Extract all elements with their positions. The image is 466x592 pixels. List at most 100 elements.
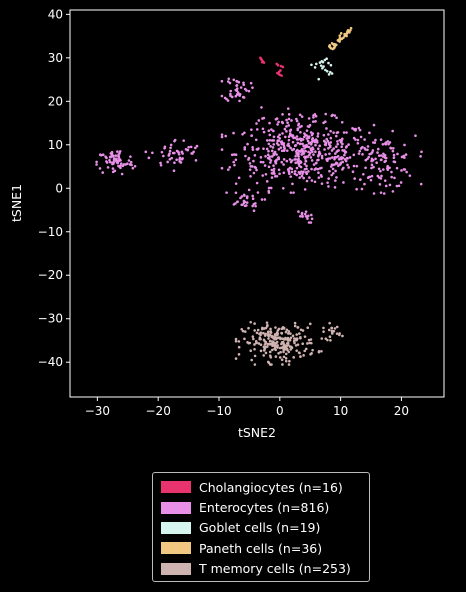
data-point (273, 172, 276, 175)
data-point (237, 176, 241, 180)
data-point (228, 81, 232, 85)
data-point (268, 339, 272, 343)
data-point (250, 358, 253, 362)
data-point (291, 148, 294, 152)
data-point (335, 176, 338, 179)
data-point (192, 150, 195, 154)
data-point (308, 176, 311, 179)
data-point (232, 131, 235, 135)
data-point (272, 344, 275, 347)
data-point (180, 157, 184, 161)
data-point (281, 65, 285, 69)
data-point (325, 137, 329, 141)
data-point (391, 149, 395, 153)
data-point (295, 166, 299, 170)
data-point (262, 147, 265, 150)
data-point (383, 179, 387, 182)
data-point (335, 131, 339, 135)
data-point (95, 160, 98, 164)
data-point (336, 140, 339, 143)
data-point (109, 155, 112, 159)
data-point (322, 326, 325, 330)
data-point (226, 99, 230, 102)
data-point (379, 154, 383, 157)
data-point (262, 130, 266, 134)
data-point (310, 63, 313, 67)
data-point (251, 165, 254, 168)
data-point (294, 154, 297, 158)
data-point (377, 167, 381, 171)
data-point (253, 154, 257, 157)
data-point (120, 172, 124, 176)
data-point (361, 153, 364, 156)
data-point (254, 138, 258, 142)
legend-label: Paneth cells (n=36) (199, 540, 323, 556)
legend-item-paneth-cells: Paneth cells (n=36) (161, 538, 361, 558)
data-point (326, 338, 329, 342)
data-point (332, 147, 335, 150)
data-point (316, 135, 320, 138)
data-point (392, 153, 396, 157)
data-point (323, 140, 326, 143)
data-point (95, 163, 98, 166)
data-point (253, 165, 257, 169)
data-point (117, 155, 121, 159)
data-point (270, 155, 274, 158)
data-point (324, 68, 327, 72)
data-point (242, 81, 245, 85)
data-point (275, 340, 279, 344)
data-point (250, 128, 253, 131)
legend: Cholangiocytes (n=16) Enterocytes (n=816… (152, 472, 370, 582)
data-point (296, 128, 300, 132)
data-point (330, 326, 333, 330)
data-point (403, 143, 406, 147)
data-point (175, 158, 178, 162)
data-point (115, 160, 119, 164)
data-point (310, 352, 313, 355)
data-point (266, 360, 270, 364)
data-point (127, 159, 131, 162)
data-point (263, 347, 266, 351)
data-point (304, 155, 307, 159)
data-point (309, 338, 313, 341)
data-point (282, 326, 286, 330)
data-point (392, 147, 395, 150)
data-point (314, 138, 318, 141)
data-point (229, 89, 233, 93)
data-point (317, 158, 320, 162)
data-point (194, 159, 198, 162)
data-point (171, 151, 175, 155)
data-point (337, 164, 340, 168)
data-point (353, 177, 356, 180)
data-point (377, 154, 381, 157)
y-tick-label: 10 (48, 138, 63, 152)
data-point (249, 81, 253, 85)
data-point (265, 180, 269, 183)
data-point (272, 170, 276, 173)
data-point (390, 170, 393, 174)
data-point (244, 154, 247, 158)
data-point (312, 116, 315, 119)
data-point (170, 156, 174, 160)
data-point (373, 141, 377, 144)
data-point (259, 160, 263, 164)
data-point (98, 167, 102, 170)
data-point (259, 331, 263, 334)
data-point (297, 123, 300, 127)
data-point (286, 107, 290, 110)
data-point (393, 176, 396, 180)
data-point (270, 139, 274, 142)
data-point (335, 325, 339, 329)
data-point (376, 151, 379, 154)
data-point (234, 191, 238, 195)
data-point (247, 89, 251, 93)
data-point (310, 213, 313, 217)
data-point (338, 138, 342, 142)
data-point (195, 144, 199, 148)
data-point (270, 149, 274, 153)
data-point (345, 131, 348, 134)
data-point (268, 333, 272, 337)
data-point (253, 354, 257, 358)
data-point (226, 80, 230, 83)
data-point (242, 193, 246, 197)
